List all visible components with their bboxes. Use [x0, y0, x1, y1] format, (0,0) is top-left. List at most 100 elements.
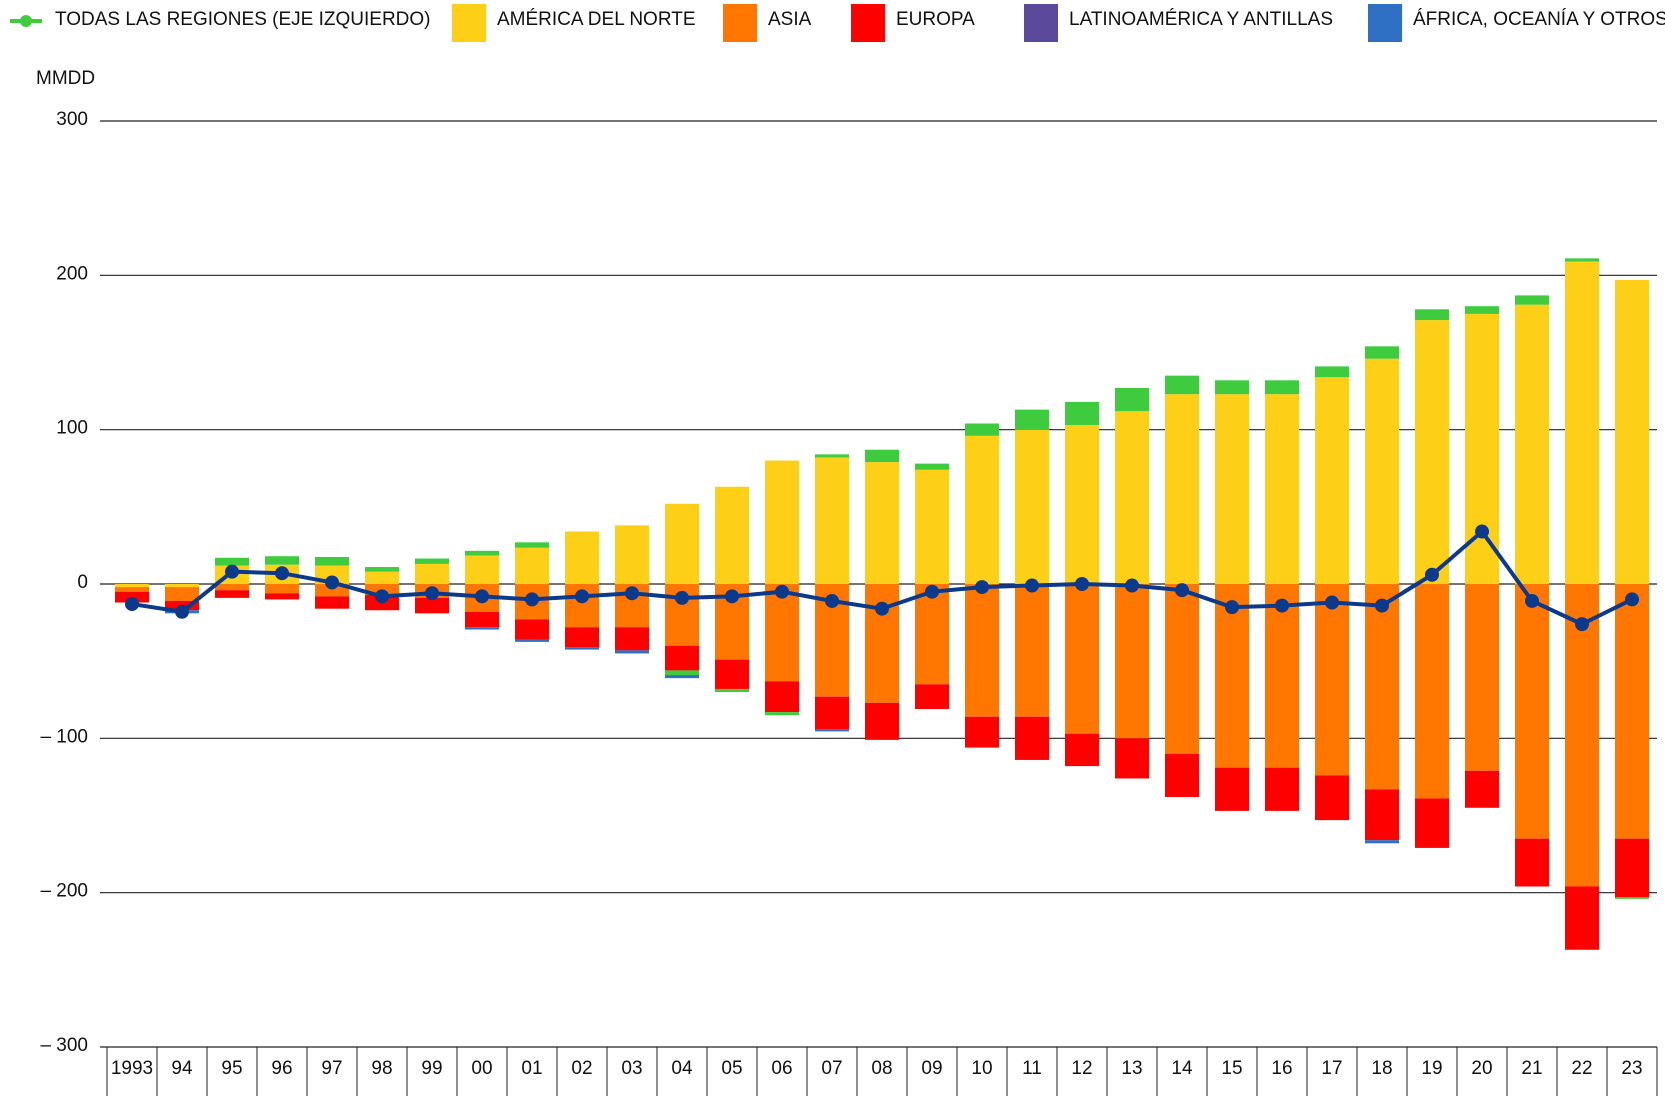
bar-segment	[1065, 425, 1099, 584]
bar-segment	[565, 627, 599, 648]
bar-segment	[365, 567, 399, 572]
bar-segment	[865, 449, 899, 463]
bar-segment	[1315, 377, 1349, 584]
bar-segment	[415, 558, 449, 564]
bar-segment	[665, 675, 699, 679]
x-tick-label: 01	[521, 1058, 542, 1079]
bar-segment	[1465, 306, 1499, 314]
bar-segment	[1515, 838, 1549, 887]
bar-segment	[1265, 767, 1299, 811]
line-marker	[325, 575, 339, 590]
bar-segment	[1415, 320, 1449, 584]
bar-segment	[765, 681, 799, 713]
bar-segment	[1065, 733, 1099, 767]
x-tick-label: 23	[1621, 1058, 1642, 1079]
x-tick-label: 99	[421, 1058, 442, 1079]
line-marker	[1175, 583, 1189, 598]
bar-segment	[415, 563, 449, 584]
bar-segment	[1365, 346, 1399, 359]
bar-segment	[465, 550, 499, 556]
bar-segment	[1415, 798, 1449, 848]
line-marker	[525, 592, 539, 607]
line-marker	[225, 564, 239, 579]
x-tick-label: 14	[1171, 1058, 1193, 1079]
line-marker	[625, 586, 639, 601]
line-marker	[475, 589, 489, 604]
bar-segment	[115, 584, 149, 588]
x-tick-label: 10	[971, 1058, 992, 1079]
bar-segment	[1015, 429, 1049, 584]
x-tick-label: 1993	[111, 1058, 153, 1079]
line-marker	[775, 584, 789, 599]
bar-segment	[515, 619, 549, 640]
bar-segment	[665, 670, 699, 676]
line-marker	[825, 593, 839, 608]
bar-segment	[1565, 584, 1599, 887]
line-marker	[875, 601, 889, 616]
line-marker	[1425, 567, 1439, 582]
bar-segment	[965, 584, 999, 717]
bar-segment	[1365, 840, 1399, 844]
bar-segment	[1365, 358, 1399, 584]
y-unit-label: MMDD	[36, 68, 95, 89]
bar-segment	[715, 659, 749, 689]
legend-label: AMÉRICA DEL NORTE	[497, 9, 696, 30]
x-tick-label: 16	[1271, 1058, 1292, 1079]
line-marker	[725, 589, 739, 604]
bar-segment	[1165, 375, 1199, 395]
bar-segment	[1065, 401, 1099, 426]
x-tick-label: 02	[571, 1058, 592, 1079]
legend-label: LATINOAMÉRICA Y ANTILLAS	[1069, 9, 1333, 30]
bar-segment	[1615, 584, 1649, 839]
line-marker	[1475, 524, 1489, 539]
bar-segment	[815, 696, 849, 730]
bar-segment	[1015, 716, 1049, 760]
x-tick-label: 98	[371, 1058, 392, 1079]
bar-segment	[465, 627, 499, 630]
bar-segment	[665, 645, 699, 671]
bar-segment	[1465, 770, 1499, 808]
legend-swatch	[1368, 4, 1402, 42]
y-tick-label: – 100	[40, 726, 88, 747]
bar-segment	[1515, 304, 1549, 584]
bar-segment	[1215, 584, 1249, 768]
line-marker	[1075, 577, 1089, 591]
bar-segment	[1065, 584, 1099, 734]
x-tick-label: 05	[721, 1058, 742, 1079]
bar-segment	[915, 584, 949, 685]
bar-segment	[765, 460, 799, 584]
bar-segment	[1215, 394, 1249, 584]
line-marker	[1125, 578, 1139, 593]
x-tick-label: 00	[471, 1058, 492, 1079]
line-marker	[175, 604, 189, 619]
bar-segment	[365, 571, 399, 584]
bar-segment	[715, 486, 749, 584]
bar-segment	[1015, 584, 1049, 717]
bar-segment	[915, 684, 949, 710]
legend-swatch	[851, 4, 885, 42]
line-marker	[1025, 578, 1039, 593]
x-tick-label: 17	[1321, 1058, 1342, 1079]
line-marker	[375, 589, 389, 604]
bar-segment	[1165, 394, 1199, 584]
bar-segment	[1165, 584, 1199, 754]
y-tick-label: 200	[56, 263, 88, 284]
x-tick-label: 21	[1521, 1058, 1542, 1079]
bar-segment	[1115, 411, 1149, 584]
line-marker	[575, 589, 589, 604]
legend-label: EUROPA	[896, 9, 975, 30]
x-tick-label: 96	[271, 1058, 292, 1079]
x-tick-label: 12	[1071, 1058, 1092, 1079]
bar-segment	[815, 454, 849, 458]
bar-segment	[1515, 584, 1549, 839]
x-tick-label: 03	[621, 1058, 642, 1079]
bar-segment	[815, 457, 849, 584]
legend-label: ASIA	[768, 9, 812, 30]
bar-segment	[215, 584, 249, 591]
bar-segment	[165, 584, 199, 588]
line-marker	[1375, 598, 1389, 613]
bar-segment	[1215, 380, 1249, 395]
x-tick-label: 19	[1421, 1058, 1442, 1079]
y-tick-label: 0	[77, 572, 88, 593]
bar-segment	[865, 462, 899, 584]
